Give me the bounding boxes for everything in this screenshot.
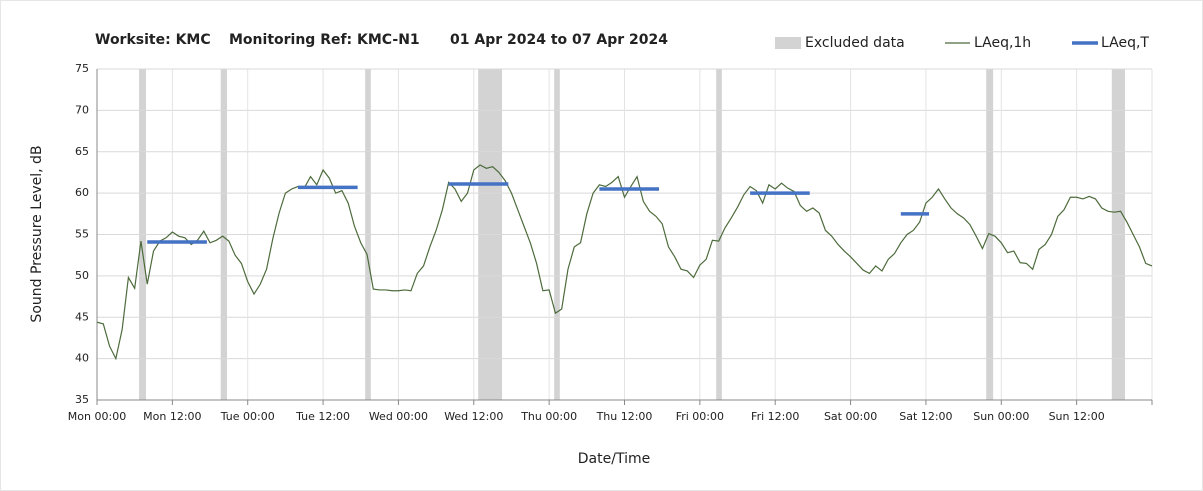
x-tick-label: Sat 00:00	[824, 410, 877, 423]
x-tick-label: Sun 12:00	[1049, 410, 1105, 423]
y-tick-label: 75	[75, 62, 89, 75]
y-tick-label: 60	[75, 186, 89, 199]
y-tick-label: 50	[75, 269, 89, 282]
x-tick-label: Sun 00:00	[973, 410, 1029, 423]
legend-label: Excluded data	[805, 35, 905, 51]
chart-title: Monitoring Ref: KMC-N1	[229, 32, 420, 48]
x-tick-label: Wed 00:00	[369, 410, 428, 423]
x-tick-label: Thu 12:00	[596, 410, 653, 423]
y-tick-label: 65	[75, 145, 89, 158]
legend-swatch	[775, 37, 801, 49]
x-tick-label: Mon 00:00	[68, 410, 126, 423]
y-tick-label: 45	[75, 310, 89, 323]
y-axis-label: Sound Pressure Level, dB	[29, 145, 45, 322]
x-tick-label: Fri 12:00	[751, 410, 799, 423]
y-tick-label: 40	[75, 352, 89, 365]
chart-title: Worksite: KMC	[95, 32, 211, 48]
y-tick-label: 70	[75, 103, 89, 116]
x-tick-label: Mon 12:00	[143, 410, 201, 423]
chart-title: 01 Apr 2024 to 07 Apr 2024	[450, 32, 668, 48]
x-axis-label: Date/Time	[578, 451, 650, 467]
x-tick-label: Wed 12:00	[444, 410, 503, 423]
y-tick-label: 55	[75, 228, 89, 241]
x-tick-label: Tue 00:00	[220, 410, 275, 423]
y-tick-label: 35	[75, 393, 89, 406]
x-tick-label: Thu 00:00	[520, 410, 577, 423]
legend-label: LAeq,T	[1101, 35, 1149, 51]
legend-label: LAeq,1h	[974, 35, 1031, 51]
x-tick-label: Tue 12:00	[295, 410, 350, 423]
line-series	[96, 164, 1153, 361]
x-tick-label: Sat 12:00	[899, 410, 952, 423]
x-tick-label: Fri 00:00	[676, 410, 724, 423]
